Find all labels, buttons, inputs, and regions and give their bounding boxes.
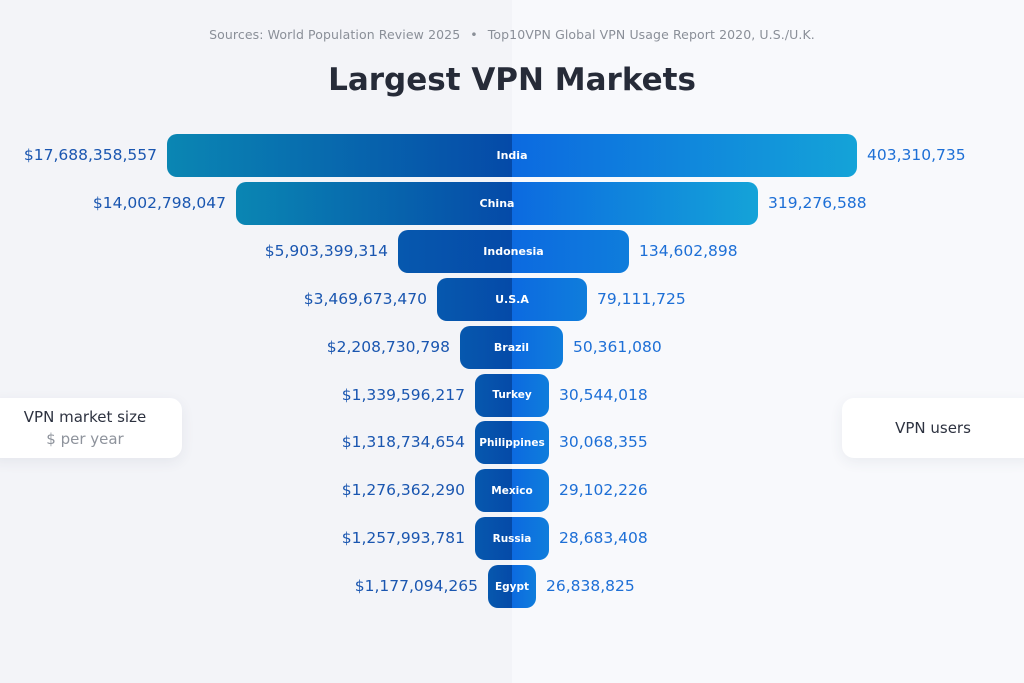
legend-market-size-subtitle: $ per year [46,430,124,448]
bar-left-half [488,565,512,609]
funnel-row: $1,339,596,217 Turkey 30,544,018 [0,373,1024,417]
country-label: India [496,149,528,162]
vpn-users-value: 29,102,226 [559,481,648,500]
market-size-value: $2,208,730,798 [326,337,450,356]
bar-left-half [460,325,512,369]
chart-title: Largest VPN Markets [328,62,696,98]
vpn-users-value: 26,838,825 [546,577,635,596]
market-size-value: $1,276,362,290 [341,481,465,500]
bar-right-half [512,277,587,321]
bar-right-half [512,565,536,609]
funnel-bar[interactable]: Turkey [475,373,549,417]
bar-left-half [236,181,512,225]
country-label: China [479,196,515,210]
market-size-value: $1,318,734,654 [341,433,465,452]
country-label: Mexico [491,484,533,497]
vpn-users-value: 319,276,588 [768,193,867,212]
country-label: Brazil [493,340,530,354]
bar-right-half [512,373,549,417]
vpn-users-value: 30,544,018 [559,385,648,404]
market-size-value: $5,903,399,314 [264,241,388,260]
bar-right-half [512,181,758,225]
source-1: Sources: World Population Review 2025 [209,27,461,42]
legend-market-size-title: VPN market size [23,408,147,426]
funnel-bar[interactable]: Indonesia [398,229,629,273]
market-size-value: $17,688,358,557 [23,146,157,164]
source-separator: • [470,27,478,42]
funnel-row: $1,177,094,265 Egypt 26,838,825 [0,565,1024,609]
vpn-users-value: 79,111,725 [597,289,686,308]
bar-left-half [398,229,512,273]
legend-vpn-users-title: VPN users [895,419,971,437]
bar-right-half [512,469,549,513]
bar-right-half [512,517,549,561]
funnel-row: $3,469,673,470 U.S.A 79,111,725 [0,277,1024,321]
bar-left-half [167,134,512,177]
country-label: Philippines [479,436,545,449]
funnel-row: $14,002,798,047 China 319,276,588 [0,181,1024,225]
market-size-value: $1,339,596,217 [341,385,465,404]
funnel-bar[interactable]: Philippines [475,421,549,465]
vpn-users-value: 30,068,355 [559,433,648,452]
funnel-bar[interactable]: Brazil [460,325,563,369]
funnel-row: $5,903,399,314 Indonesia 134,602,898 [0,229,1024,273]
funnel-row: $17,688,358,557 India 403,310,735 [0,134,1024,177]
country-label: Russia [492,532,532,545]
vpn-users-value: 134,602,898 [639,241,738,260]
bar-left-half [475,517,512,561]
funnel-bar[interactable]: U.S.A [437,277,587,321]
funnel-row: $1,276,362,290 Mexico 29,102,226 [0,469,1024,513]
country-label: U.S.A [495,292,529,306]
country-label: Egypt [494,580,530,593]
funnel-row: $1,257,993,781 Russia 28,683,408 [0,517,1024,561]
market-size-value: $1,177,094,265 [354,577,478,596]
vpn-users-value: 50,361,080 [573,337,662,356]
bar-right-half [512,229,629,273]
funnel-bar[interactable]: India [167,134,857,177]
country-label: Indonesia [483,244,544,258]
market-size-value: $3,469,673,470 [303,289,427,308]
sources-line: Sources: World Population Review 2025 • To… [0,27,1024,42]
bar-left-half [475,373,512,417]
bar-left-half [475,421,512,465]
bar-right-half [512,134,857,177]
funnel-bar[interactable]: Egypt [488,565,536,609]
legend-card-vpn-users: VPN users [842,398,1024,458]
market-size-value: $1,257,993,781 [341,529,465,548]
country-label: Turkey [492,389,532,401]
funnel-row: $2,208,730,798 Brazil 50,361,080 [0,325,1024,369]
funnel-bar[interactable]: Russia [475,517,549,561]
funnel-bar[interactable]: Mexico [475,469,549,513]
legend-card-market-size: VPN market size $ per year [0,398,182,458]
funnel-bar[interactable]: China [236,181,758,225]
bar-right-half [512,421,549,465]
bar-left-half [475,469,512,513]
source-2: Top10VPN Global VPN Usage Report 2020, U… [487,27,815,42]
market-size-value: $14,002,798,047 [92,193,226,212]
vpn-users-value: 403,310,735 [867,146,966,164]
funnel-row: $1,318,734,654 Philippines 30,068,355 [0,421,1024,465]
vpn-users-value: 28,683,408 [559,529,648,548]
bar-left-half [437,277,512,321]
bar-right-half [512,325,563,369]
